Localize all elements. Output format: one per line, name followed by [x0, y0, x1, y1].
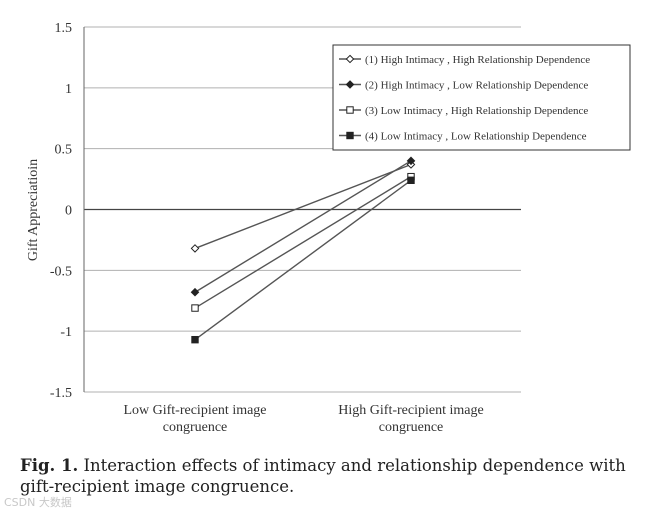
- legend-marker: [346, 106, 354, 114]
- watermark: CSDN 大数据: [4, 496, 72, 509]
- series-line: [194, 160, 412, 293]
- y-tick-label: -0.5: [50, 264, 72, 279]
- y-axis-label: Gift Appreciatioin: [26, 159, 41, 261]
- x-tick-label: Low Gift-recipient image: [123, 403, 266, 418]
- figure-caption: Fig. 1. Interaction effects of intimacy …: [20, 455, 635, 497]
- legend-label: (1) High Intimacy , High Relationship De…: [365, 54, 590, 66]
- caption-text: Interaction effects of intimacy and rela…: [20, 456, 626, 496]
- legend: (1) High Intimacy , High Relationship De…: [332, 44, 631, 151]
- y-tick-label: 0: [65, 204, 72, 219]
- legend-marker: [345, 54, 355, 64]
- y-tick-label: 0.5: [55, 143, 73, 158]
- x-tick-label: congruence: [163, 420, 228, 435]
- data-point: [190, 287, 200, 297]
- data-point: [407, 176, 415, 185]
- x-tick-label: High Gift-recipient image: [338, 403, 483, 418]
- grid-lines: [83, 26, 521, 393]
- data-point: [190, 244, 200, 253]
- legend-marker: [345, 80, 355, 89]
- legend-label: (2) High Intimacy , Low Relationship Dep…: [365, 80, 588, 92]
- legend-marker: [346, 131, 354, 140]
- y-tick-label: 1.5: [55, 21, 73, 36]
- x-axis-ticks: Low Gift-recipient image congruence High G…: [123, 403, 483, 435]
- legend-label: (3) Low Intimacy , High Relationship Dep…: [365, 105, 588, 117]
- y-tick-label: -1: [60, 325, 72, 340]
- data-point: [191, 335, 199, 344]
- data-point: [191, 304, 199, 312]
- y-tick-label: 1: [65, 82, 72, 97]
- caption-label: Fig. 1.: [20, 456, 79, 475]
- legend-label: (4) Low Intimacy , Low Relationship Depe…: [365, 131, 587, 143]
- legend-box: [332, 44, 631, 151]
- series-line: [194, 176, 412, 309]
- y-axis-ticks: 1.5 1 0.5 0 -0.5 -1 -1.5: [50, 21, 72, 401]
- series-group: [190, 156, 416, 344]
- y-tick-label: -1.5: [50, 386, 72, 401]
- series-line: [194, 163, 412, 250]
- series-line: [194, 179, 412, 341]
- x-tick-label: congruence: [379, 420, 444, 435]
- interaction-line-chart: 1.5 1 0.5 0 -0.5 -1 -1.5 Gift Appreciatioin Lo…: [26, 21, 631, 435]
- data-point: [406, 156, 416, 166]
